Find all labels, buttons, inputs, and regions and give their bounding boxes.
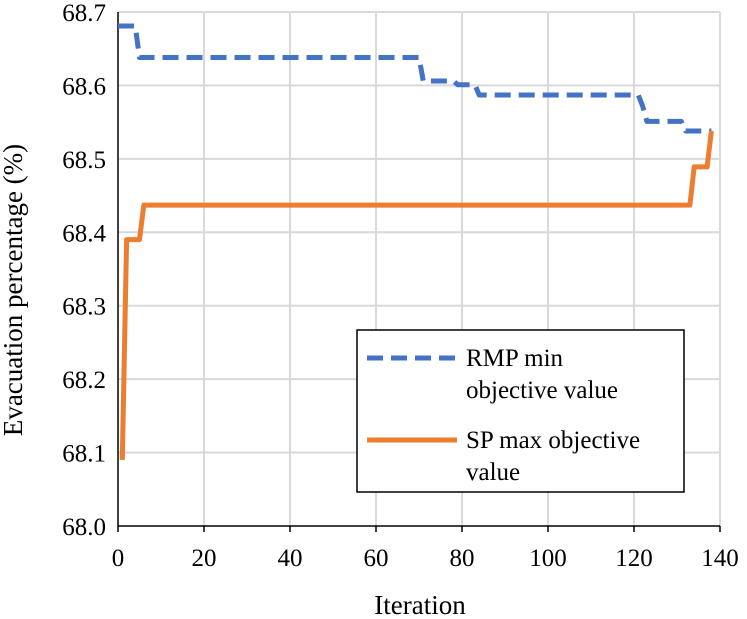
y-tick-label: 68.3: [62, 294, 106, 321]
legend-label: RMP min: [466, 345, 564, 372]
x-tick-label: 120: [615, 545, 653, 572]
x-tick-label: 140: [701, 545, 739, 572]
y-axis-title: Evacuation percentage (%): [0, 144, 28, 436]
y-tick-label: 68.7: [62, 0, 106, 27]
x-tick-label: 60: [364, 545, 389, 572]
y-tick-label: 68.6: [62, 73, 106, 100]
tick-labels: 0 20 40 60 80 100 120 140 68.0 68.1 68.2 68.3 68.4 68…: [62, 0, 739, 572]
x-tick-label: 40: [278, 545, 303, 572]
legend: RMP min objective value SP max objective va…: [356, 329, 685, 493]
series-group: [118, 23, 714, 460]
x-tick-label: 0: [112, 545, 125, 572]
y-tick-label: 68.2: [62, 367, 106, 394]
x-tick-label: 100: [529, 545, 567, 572]
legend-label: value: [466, 459, 520, 486]
y-tick-label: 68.5: [62, 147, 106, 174]
legend-label: SP max objective: [466, 427, 640, 454]
grid: [118, 11, 721, 526]
sp-max-series-line: [119, 130, 714, 460]
x-tick-label: 80: [450, 545, 475, 572]
y-tick-label: 68.1: [62, 441, 106, 468]
y-tick-label: 68.4: [62, 220, 106, 247]
axes: [117, 12, 721, 532]
legend-label: objective value: [466, 377, 618, 404]
x-tick-label: 20: [192, 545, 217, 572]
legend-box: [356, 329, 685, 493]
y-tick-label: 68.0: [62, 514, 106, 541]
x-axis-title: Iteration: [374, 590, 466, 619]
rmp-min-series-line: [118, 23, 712, 134]
